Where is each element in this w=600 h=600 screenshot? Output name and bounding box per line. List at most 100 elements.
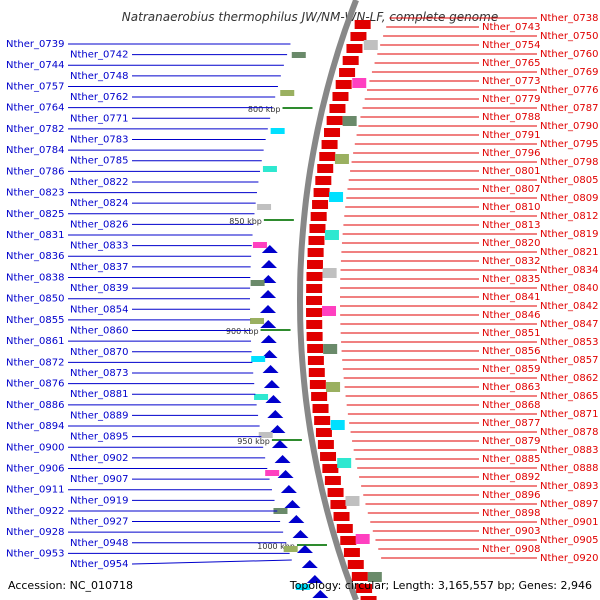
reverse-gene-block: [329, 104, 346, 113]
feature-track-block: [273, 508, 288, 514]
forward-gene-label: Nther_0771: [70, 113, 128, 124]
reverse-gene-block: [317, 164, 334, 173]
reverse-gene-block: [339, 68, 356, 77]
kbp-tick-label: 900 kbp: [226, 327, 259, 336]
reverse-gene-block: [346, 44, 363, 53]
accession-text: Accession: NC_010718: [8, 579, 134, 592]
forward-gene-block: [260, 305, 277, 313]
forward-gene-block: [301, 560, 318, 568]
forward-gene-label: Nther_0782: [6, 124, 64, 135]
reverse-gene-label: Nther_0893: [540, 481, 598, 492]
feature-track-block: [258, 432, 273, 438]
kbp-tick-label: 850 kbp: [229, 217, 262, 226]
reverse-gene-label: Nther_0898: [482, 508, 540, 519]
feature-track-block: [291, 52, 306, 58]
forward-gene-block: [277, 470, 294, 478]
reverse-gene-label: Nther_0750: [540, 31, 598, 42]
forward-gene-label: Nther_0744: [6, 60, 64, 71]
kbp-tick-label: 800 kbp: [248, 105, 281, 114]
reverse-gene-label: Nther_0834: [540, 265, 598, 276]
forward-gene-block: [267, 410, 284, 418]
forward-gene-label: Nther_0902: [70, 453, 128, 464]
feature-track-block: [250, 280, 265, 286]
reverse-gene-label: Nther_0832: [482, 256, 540, 267]
reverse-gene-block: [332, 92, 349, 101]
reverse-gene-label: Nther_0810: [482, 202, 540, 213]
feature-track-block: [283, 546, 298, 552]
reverse-gene-block: [315, 176, 332, 185]
reverse-gene-block: [313, 188, 330, 197]
reverse-gene-block: [312, 200, 329, 209]
reverse-gene-label: Nther_0795: [540, 139, 598, 150]
feature-track-block: [326, 382, 341, 392]
reverse-gene-block: [307, 248, 324, 257]
feature-track-block: [322, 268, 337, 278]
forward-gene-block: [284, 500, 301, 508]
reverse-gene-label: Nther_0905: [540, 535, 598, 546]
reverse-gene-block: [321, 140, 338, 149]
reverse-gene-block: [356, 584, 373, 593]
reverse-gene-block: [306, 332, 323, 341]
feature-track-block: [252, 242, 267, 248]
reverse-gene-label: Nther_0738: [540, 13, 598, 24]
reverse-gene-label: Nther_0846: [482, 310, 540, 321]
reverse-gene-label: Nther_0809: [540, 193, 598, 204]
forward-gene-label: Nther_0922: [6, 506, 64, 517]
reverse-gene-label: Nther_0868: [482, 400, 540, 411]
forward-gene-block: [292, 530, 309, 538]
forward-gene-label: Nther_0824: [70, 198, 128, 209]
reverse-gene-label: Nther_0892: [482, 472, 540, 483]
forward-gene-block: [263, 380, 280, 388]
reverse-gene-label: Nther_0897: [540, 499, 598, 510]
feature-track-block: [270, 128, 285, 134]
reverse-gene-block: [324, 128, 341, 137]
forward-gene-block: [260, 335, 277, 343]
forward-gene-label: Nther_0889: [70, 410, 128, 421]
reverse-gene-label: Nther_0853: [540, 337, 598, 348]
reverse-gene-label: Nther_0847: [540, 319, 598, 330]
reverse-gene-block: [308, 368, 325, 377]
reverse-gene-label: Nther_0760: [540, 49, 598, 60]
reverse-gene-block: [306, 272, 323, 281]
reverse-gene-label: Nther_0901: [540, 517, 598, 528]
reverse-gene-label: Nther_0776: [540, 85, 598, 96]
forward-gene-label: Nther_0886: [6, 400, 64, 411]
feature-track-block: [280, 90, 295, 96]
reverse-gene-block: [308, 236, 325, 245]
reverse-gene-label: Nther_0791: [482, 130, 540, 141]
reverse-gene-block: [342, 56, 359, 65]
forward-gene-label: Nther_0953: [6, 548, 64, 559]
reverse-gene-label: Nther_0754: [482, 40, 540, 51]
forward-gene-label: Nther_0906: [6, 463, 64, 474]
feature-track-block: [352, 78, 367, 88]
forward-gene-label: Nther_0894: [6, 421, 64, 432]
genome-backbone: [296, 0, 359, 600]
forward-gene-label: Nther_0833: [70, 241, 128, 252]
forward-gene-label: Nther_0860: [70, 326, 128, 337]
forward-gene-label: Nther_0748: [70, 71, 128, 82]
reverse-gene-label: Nther_0812: [540, 211, 598, 222]
forward-gene-label: Nther_0872: [6, 357, 64, 368]
reverse-gene-block: [315, 428, 332, 437]
forward-gene-label: Nther_0855: [6, 315, 64, 326]
reverse-gene-label: Nther_0813: [482, 220, 540, 231]
genome-summary-text: Topology: circular; Length: 3,165,557 bp…: [289, 579, 592, 592]
forward-gene-label: Nther_0762: [70, 92, 128, 103]
reverse-gene-block: [340, 536, 357, 545]
reverse-gene-block: [343, 548, 360, 557]
forward-gene-label: Nther_0900: [6, 442, 64, 453]
feature-track-block: [322, 306, 337, 316]
forward-gene-label: Nther_0826: [70, 219, 128, 230]
reverse-gene-block: [307, 356, 324, 365]
forward-gene-label: Nther_0876: [6, 379, 64, 390]
kbp-tick-label: 950 kbp: [237, 437, 270, 446]
reverse-gene-label: Nther_0920: [540, 553, 598, 564]
reverse-gene-label: Nther_0769: [540, 67, 598, 78]
reverse-gene-block: [306, 320, 323, 329]
reverse-gene-block: [306, 284, 323, 293]
reverse-gene-label: Nther_0796: [482, 148, 540, 159]
forward-gene-label: Nther_0831: [6, 230, 64, 241]
reverse-gene-block: [327, 488, 344, 497]
feature-track-block: [334, 154, 349, 164]
